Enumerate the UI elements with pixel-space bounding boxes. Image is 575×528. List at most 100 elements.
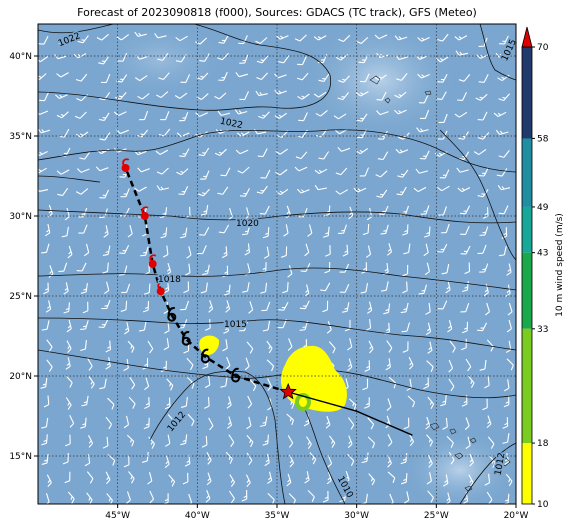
- wind-barb: [364, 360, 371, 372]
- wind-barb: [348, 398, 357, 411]
- wind-barb: [374, 34, 388, 40]
- wind-barb: [420, 205, 430, 215]
- wind-barb: [47, 204, 53, 218]
- wind-barb: [160, 227, 168, 239]
- wind-barb: [300, 263, 311, 272]
- wind-barb: [439, 169, 450, 179]
- wind-barb: [353, 187, 367, 193]
- wind-barb: [225, 356, 231, 370]
- colorbar-tick-label: 49: [537, 203, 549, 213]
- wind-barb: [465, 436, 471, 450]
- colorbar-segment: [522, 47, 532, 139]
- wind-barb: [286, 473, 292, 487]
- wind-barb: [276, 130, 289, 138]
- wind-barb: [347, 435, 353, 449]
- wind-barb: [306, 436, 312, 449]
- wind-barb: [58, 35, 69, 45]
- tc-symbol-icon: [140, 206, 149, 220]
- wind-barb: [65, 375, 73, 388]
- wind-barb: [206, 452, 212, 465]
- wind-barb: [56, 111, 69, 119]
- wind-barb: [315, 109, 328, 117]
- wind-barb: [208, 417, 214, 431]
- y-tick-label: 20°N: [9, 372, 32, 382]
- wind-barb: [98, 319, 109, 328]
- wind-barb: [286, 413, 295, 426]
- wind-barb: [394, 35, 408, 41]
- wind-barb: [74, 111, 87, 119]
- wind-barb: [318, 73, 330, 82]
- wind-barb: [266, 359, 275, 372]
- x-tick-label: 45°W: [105, 511, 130, 521]
- wind-barb: [296, 188, 310, 194]
- wind-barb: [183, 281, 190, 294]
- wind-barb: [275, 35, 289, 40]
- wind-barb: [462, 281, 469, 293]
- wind-barb: [158, 72, 170, 81]
- wind-barb: [477, 132, 490, 140]
- wind-barb: [386, 398, 392, 411]
- wind-barb: [154, 33, 167, 39]
- wind-barb: [242, 225, 251, 236]
- wind-barb: [225, 300, 231, 313]
- wind-barb: [328, 341, 336, 354]
- wind-barb: [225, 451, 233, 464]
- wind-barb: [386, 243, 393, 256]
- wind-barb: [163, 281, 170, 294]
- colorbar: 70 58 49 43 33 18 10: [521, 26, 549, 510]
- map-title: Forecast of 2023090818 (f000), Sources: …: [77, 6, 477, 19]
- wind-barb: [105, 416, 113, 430]
- wind-barb: [239, 91, 249, 101]
- wind-barb: [419, 150, 430, 160]
- wind-barb: [95, 166, 109, 172]
- wind-barb: [38, 73, 47, 81]
- wind-barb: [41, 417, 49, 429]
- wind-barb: [496, 168, 508, 177]
- axes: 45°W 40°W 35°W 30°W 25°W 20°W 40°N 35°N 30°N 25°N…: [9, 52, 528, 521]
- wind-barb: [460, 245, 471, 255]
- wind-barb: [287, 338, 293, 351]
- wind-barb: [337, 92, 349, 101]
- isobar-labels: 1022 1022 1020 1018 1015 1015 1012 1010 …: [56, 30, 521, 502]
- wind-barb: [323, 226, 330, 238]
- x-tick-label: 35°W: [265, 511, 290, 521]
- wind-barb: [339, 283, 350, 293]
- wind-barb: [205, 319, 211, 331]
- wind-barb: [127, 340, 135, 353]
- wind-barb: [297, 93, 310, 100]
- wind-barb: [121, 283, 131, 294]
- wind-barb: [477, 111, 488, 121]
- wind-barb: [457, 187, 471, 193]
- wind-barb: [413, 186, 427, 193]
- wind-barb: [76, 262, 87, 272]
- wind-barb: [333, 113, 347, 120]
- wind-barb: [246, 416, 252, 430]
- wind-barb: [179, 112, 189, 122]
- wind-barb: [180, 227, 188, 239]
- wind-barb: [322, 300, 329, 313]
- wind-barb: [46, 359, 53, 372]
- wind-barb: [356, 113, 368, 122]
- wind-barb: [176, 168, 189, 176]
- wind-barb: [313, 91, 327, 98]
- wind-barb: [102, 262, 109, 274]
- wind-barb: [228, 434, 235, 447]
- wind-barb: [460, 225, 470, 235]
- wind-barb: [249, 379, 257, 392]
- wind-barb: [144, 397, 150, 409]
- wind-barb: [98, 56, 110, 65]
- wind-barb: [162, 245, 169, 258]
- wind-barb: [483, 283, 489, 297]
- wind-barb: [147, 472, 153, 485]
- wind-barb: [346, 338, 353, 351]
- wind-barb: [259, 416, 268, 427]
- wind-barb: [217, 52, 229, 61]
- wind-barb: [294, 34, 307, 42]
- wind-barb: [437, 185, 450, 192]
- colorbar-tick-label: 58: [537, 134, 549, 144]
- wind-barb: [287, 265, 293, 278]
- wind-barb: [255, 90, 268, 97]
- wind-barb: [261, 301, 271, 312]
- wind-barb: [156, 185, 170, 191]
- wind-barb: [45, 300, 52, 313]
